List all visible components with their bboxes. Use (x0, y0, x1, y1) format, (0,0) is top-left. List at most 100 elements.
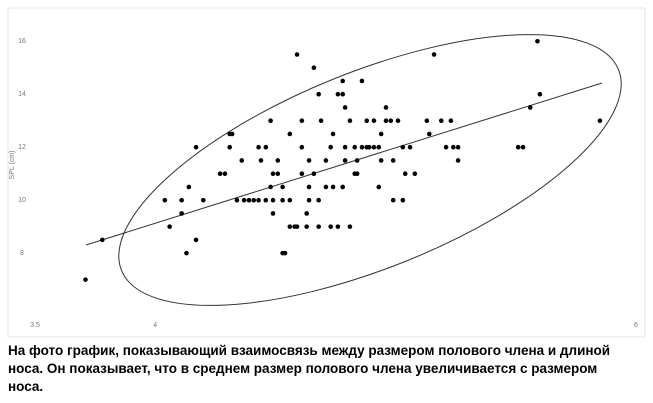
point (390, 197, 396, 203)
point (431, 52, 437, 57)
point (438, 118, 444, 124)
point (270, 211, 276, 216)
point (167, 224, 172, 229)
point (448, 118, 454, 124)
point (304, 211, 309, 216)
point (316, 91, 321, 97)
point (323, 184, 329, 190)
point (241, 197, 247, 203)
point (371, 144, 377, 150)
point (364, 118, 370, 124)
point (299, 171, 305, 177)
point (402, 171, 408, 177)
point (256, 197, 261, 203)
point (318, 118, 324, 124)
point (520, 144, 526, 150)
point (340, 184, 346, 190)
point (311, 171, 317, 177)
point (323, 158, 329, 163)
trend-line (85, 82, 603, 246)
point (390, 158, 396, 163)
point (268, 118, 273, 124)
point (268, 184, 273, 190)
point (179, 197, 184, 203)
point (282, 250, 288, 256)
point (354, 171, 360, 177)
caption-line: носа. Он показывает, что в среднем разме… (8, 361, 598, 376)
point (597, 118, 603, 124)
y-tick-label: 8 (20, 250, 24, 257)
point (287, 224, 293, 229)
point (395, 118, 401, 124)
plot-frame (7, 7, 646, 338)
point (275, 171, 281, 177)
point (535, 38, 540, 44)
point (426, 131, 432, 137)
point (400, 144, 406, 150)
point (443, 144, 449, 150)
point (200, 197, 206, 203)
point (227, 144, 233, 150)
point (256, 144, 261, 150)
point (316, 197, 321, 203)
point (455, 144, 461, 150)
point (328, 144, 333, 150)
point (330, 131, 336, 137)
x-tick-label: 4 (153, 322, 157, 329)
point (193, 237, 199, 243)
point (294, 52, 300, 57)
point (263, 144, 269, 150)
point (412, 171, 418, 177)
point (383, 105, 389, 110)
point (359, 78, 365, 84)
point (304, 224, 309, 229)
point (229, 131, 235, 137)
point (162, 197, 168, 203)
point (340, 91, 346, 97)
point (328, 224, 333, 229)
point (352, 144, 358, 150)
point (347, 118, 353, 124)
point (306, 184, 312, 190)
point (378, 158, 384, 163)
point (330, 184, 336, 190)
point (179, 211, 184, 216)
point (347, 224, 353, 229)
y-tick-label: 10 (18, 197, 26, 204)
point (275, 158, 281, 163)
point (342, 105, 348, 110)
point (407, 144, 413, 150)
caption-line: На фото график, показывающий взаимосвязь… (8, 343, 611, 358)
point (100, 237, 105, 243)
point (376, 184, 382, 190)
point (537, 91, 543, 97)
point (251, 197, 257, 203)
point (234, 197, 240, 203)
point (217, 171, 223, 177)
point (376, 144, 382, 150)
point (342, 144, 348, 150)
point (306, 197, 312, 203)
y-tick-label: 16 (18, 38, 26, 45)
point (306, 158, 312, 163)
x-tick-label: 3.5 (30, 322, 40, 329)
point (287, 131, 293, 137)
ellipse (118, 34, 622, 306)
point (270, 197, 276, 203)
point (83, 277, 88, 282)
point (186, 184, 192, 190)
point (342, 158, 348, 163)
y-tick-label: 14 (18, 91, 26, 98)
point (400, 197, 406, 203)
x-tick-label: 6 (634, 322, 638, 329)
chart: SPL (cm) 8 10 12 14 16 3.5 4 6 (7, 7, 646, 338)
point (340, 78, 346, 84)
point (258, 158, 264, 163)
point (287, 197, 293, 203)
point (455, 158, 461, 163)
point (270, 171, 276, 177)
point (335, 91, 341, 97)
point (316, 224, 321, 229)
point (184, 250, 189, 256)
